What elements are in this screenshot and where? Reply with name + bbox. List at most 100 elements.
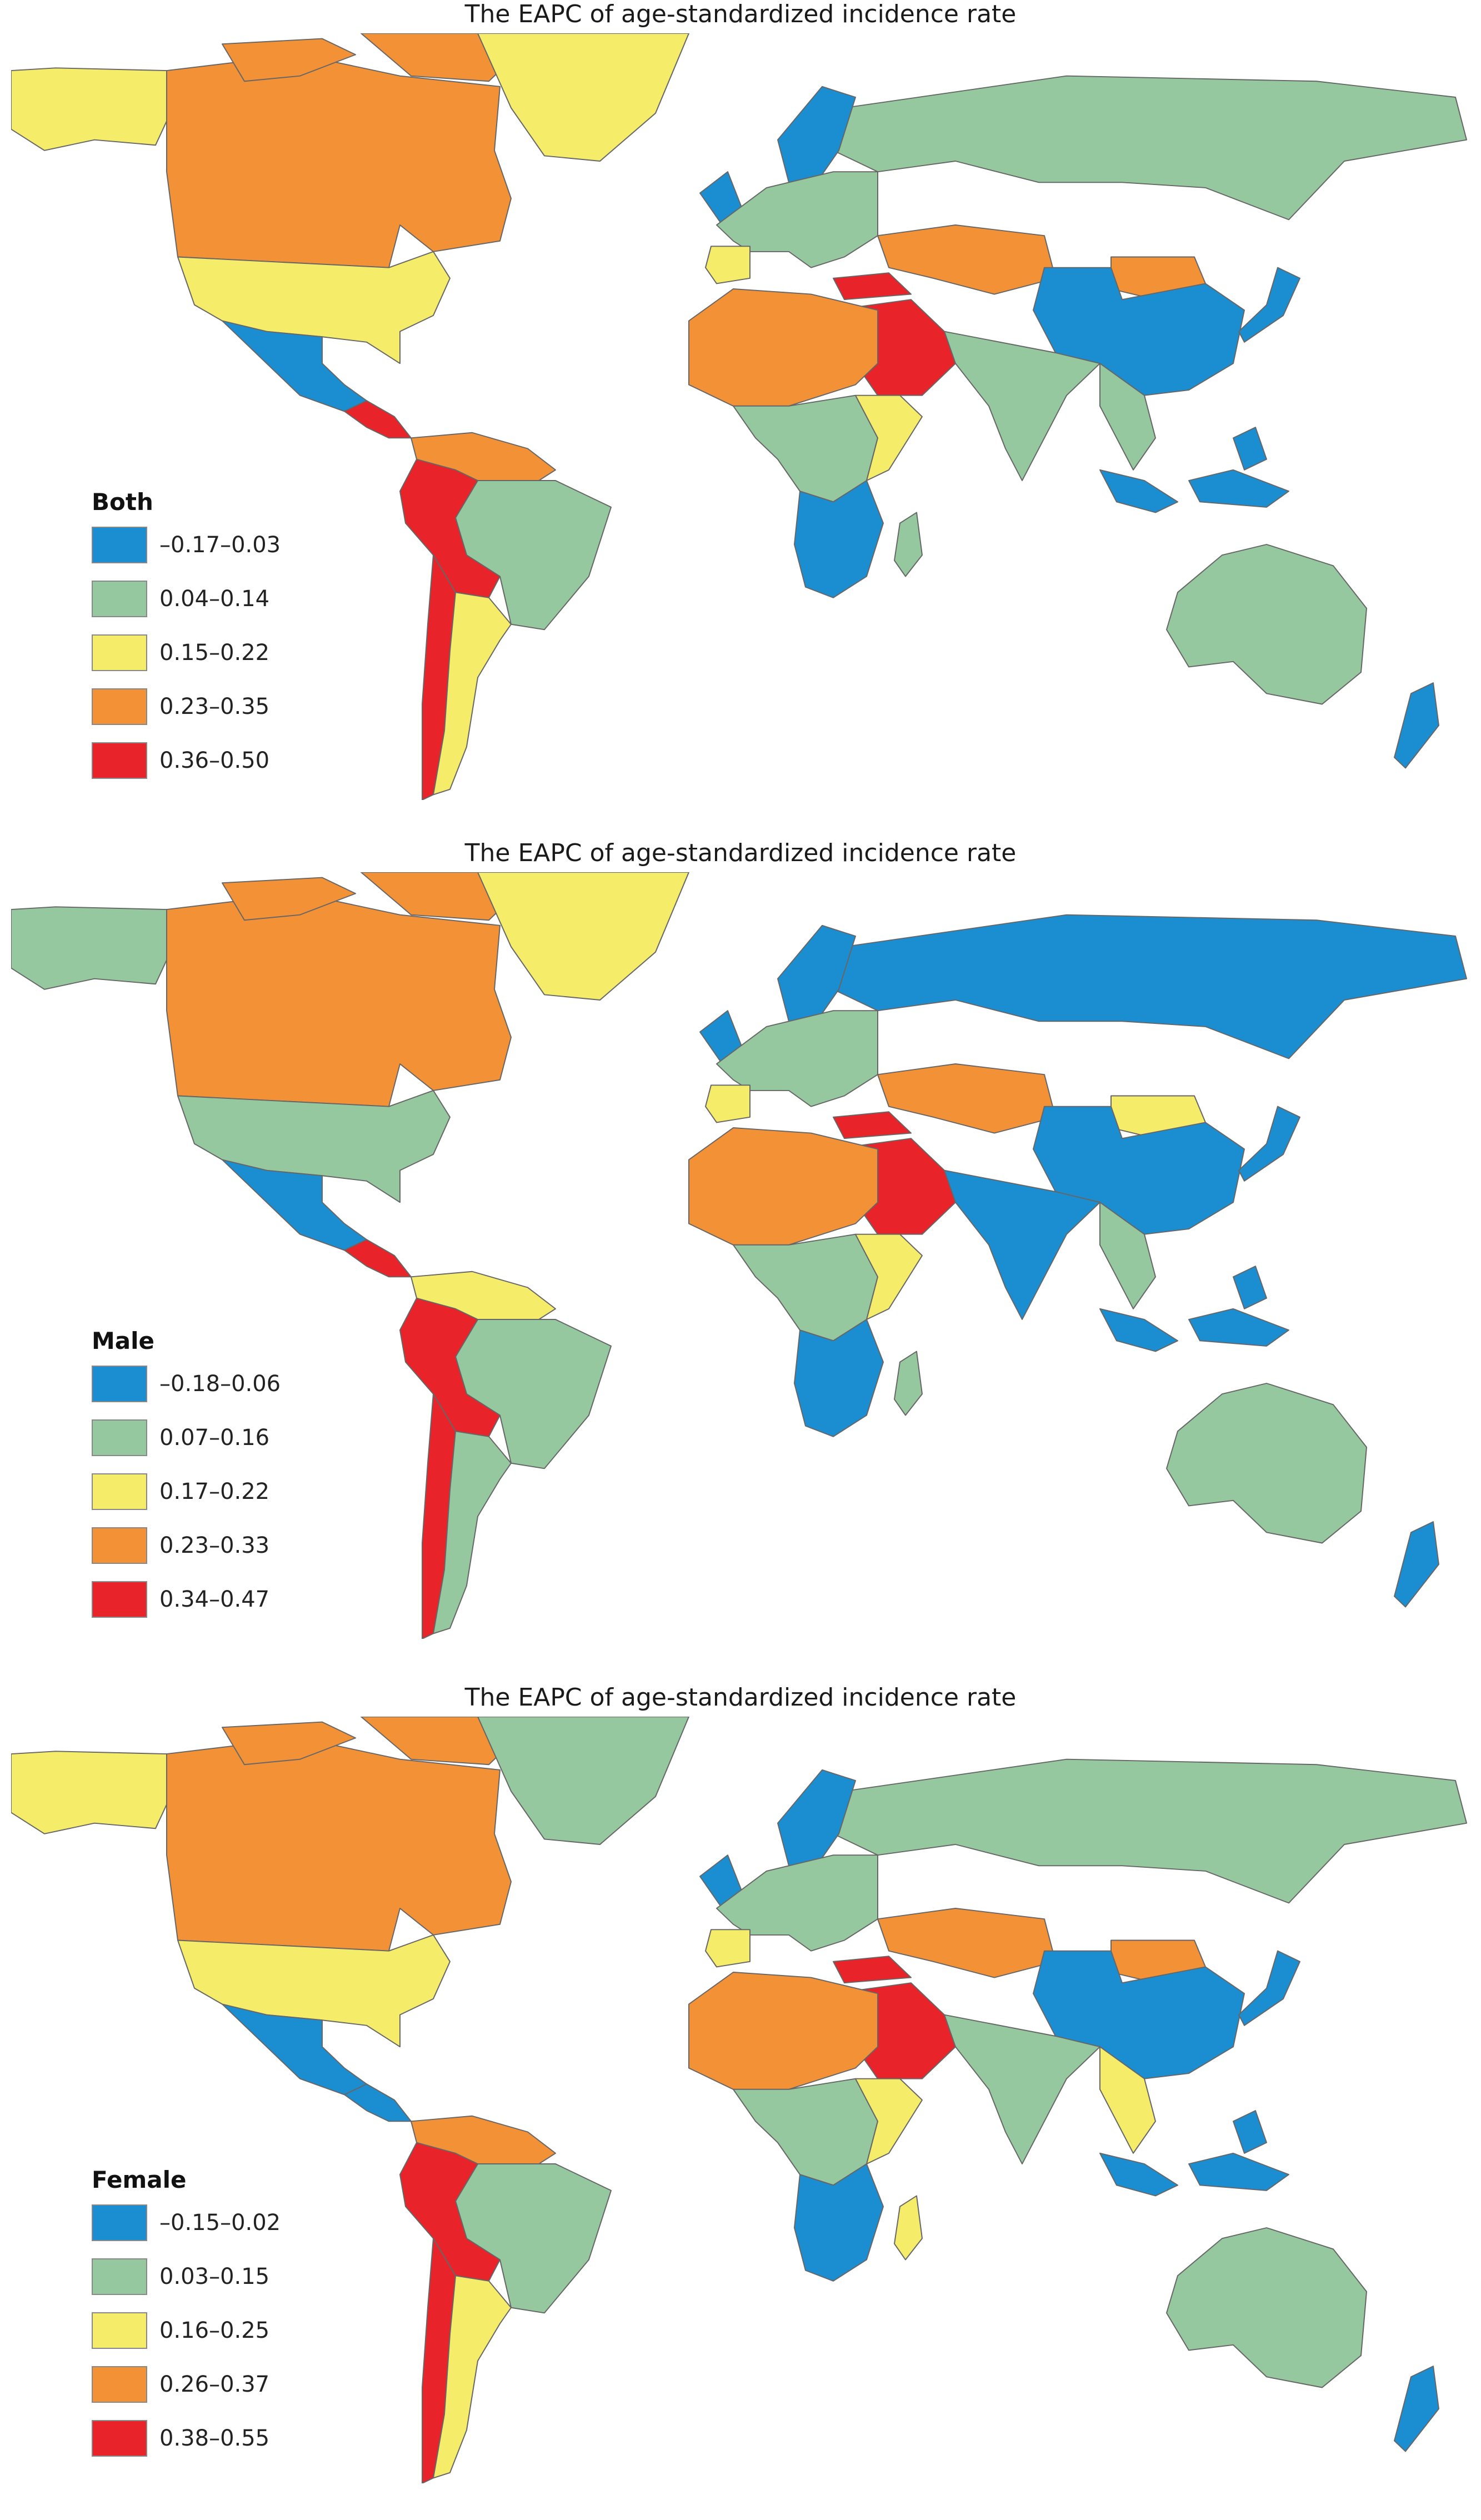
region-turkey <box>833 1956 912 1984</box>
legend-item: 0.04–0.14 <box>92 572 281 626</box>
region-east-africa <box>855 1233 923 1320</box>
legend-item: 0.23–0.35 <box>92 679 281 733</box>
legend-swatch <box>92 1419 147 1456</box>
legend: Female –0.15–0.02 0.03–0.15 0.16–0.25 0.… <box>92 2167 281 2465</box>
region-kazakhstan <box>877 224 1056 295</box>
legend: Male –0.18–0.06 0.07–0.16 0.17–0.22 0.23… <box>92 1328 281 1626</box>
region-north-africa <box>688 288 878 407</box>
region-china <box>1033 1106 1245 1235</box>
region-new-zealand <box>1394 1521 1439 1608</box>
legend-item: –0.18–0.06 <box>92 1357 281 1411</box>
region-australia <box>1166 1383 1367 1544</box>
region-china <box>1033 1950 1245 2079</box>
region-canada <box>166 893 512 1107</box>
legend-item: –0.15–0.02 <box>92 2196 281 2249</box>
region-turkey <box>833 272 912 301</box>
legend-title: Female <box>92 2166 187 2193</box>
region-peru-bolivia <box>399 1297 501 1437</box>
region-new-zealand <box>1394 2366 1439 2452</box>
region-canada <box>166 1737 512 1952</box>
region-russia <box>833 1758 1467 1904</box>
legend-label: –0.15–0.02 <box>159 2209 281 2236</box>
region-north-africa <box>688 1972 878 2090</box>
legend-item: 0.26–0.37 <box>92 2357 281 2411</box>
world-map <box>11 872 1467 1639</box>
region-east-africa <box>855 394 923 481</box>
region-se-asia <box>1099 1202 1156 1309</box>
region-argentina <box>433 592 512 796</box>
region-greenland <box>477 872 689 1001</box>
region-australia <box>1166 2227 1367 2388</box>
legend-label: 0.16–0.25 <box>159 2317 270 2343</box>
legend-label: 0.26–0.37 <box>159 2371 270 2397</box>
panel-title: The EAPC of age-standardized incidence r… <box>464 0 1017 28</box>
world-map <box>11 1717 1467 2483</box>
region-central-africa <box>733 1233 878 1342</box>
panel-title: The EAPC of age-standardized incidence r… <box>464 1683 1017 1712</box>
legend-item: 0.23–0.33 <box>92 1518 281 1572</box>
legend-swatch <box>92 1581 147 1618</box>
region-indonesia <box>1099 1266 1289 1352</box>
legend-label: 0.03–0.15 <box>159 2263 270 2289</box>
legend-swatch <box>92 1473 147 1510</box>
region-central-america <box>344 1239 412 1278</box>
legend-swatch <box>92 1365 147 1402</box>
legend-swatch <box>92 2312 147 2349</box>
region-peru-bolivia <box>399 2142 501 2282</box>
region-alaska <box>11 906 178 990</box>
region-russia <box>833 75 1467 221</box>
region-india <box>944 2014 1100 2164</box>
legend-item: –0.17–0.03 <box>92 518 281 572</box>
panel-both: The EAPC of age-standardized incidence r… <box>0 0 1481 837</box>
legend-label: 0.04–0.14 <box>159 586 270 612</box>
legend-label: –0.17–0.03 <box>159 532 281 558</box>
region-australia <box>1166 544 1367 705</box>
region-south-africa <box>794 1319 884 1437</box>
legend-label: 0.34–0.47 <box>159 1586 270 1612</box>
legend-swatch <box>92 634 147 671</box>
legend-swatch <box>92 2366 147 2403</box>
region-canada <box>166 54 512 268</box>
region-central-america <box>344 400 412 439</box>
region-russia <box>833 914 1467 1059</box>
region-central-america <box>344 2083 412 2122</box>
region-iberia <box>705 1084 750 1123</box>
legend-item: 0.34–0.47 <box>92 1572 281 1626</box>
region-kazakhstan <box>877 1063 1056 1134</box>
legend-item: 0.17–0.22 <box>92 1464 281 1518</box>
region-madagascar <box>894 1351 923 1416</box>
legend-label: 0.36–0.50 <box>159 747 270 773</box>
legend-swatch <box>92 2258 147 2295</box>
region-south-africa <box>794 480 884 598</box>
legend-label: 0.23–0.33 <box>159 1532 270 1558</box>
panel-female: The EAPC of age-standardized incidence r… <box>0 1683 1481 2520</box>
legend-label: 0.15–0.22 <box>159 639 270 666</box>
region-turkey <box>833 1111 912 1139</box>
legend-label: 0.17–0.22 <box>159 1478 270 1504</box>
legend-swatch <box>92 1527 147 1564</box>
region-india <box>944 331 1100 481</box>
legend-swatch <box>92 742 147 779</box>
legend-item: 0.36–0.50 <box>92 733 281 787</box>
legend-label: –0.18–0.06 <box>159 1371 281 1397</box>
legend-item: 0.16–0.25 <box>92 2303 281 2357</box>
region-east-africa <box>855 2078 923 2164</box>
region-madagascar <box>894 2195 923 2261</box>
legend-label: 0.07–0.16 <box>159 1424 270 1451</box>
region-greenland <box>477 33 689 162</box>
region-north-africa <box>688 1127 878 1246</box>
panel-male: The EAPC of age-standardized incidence r… <box>0 839 1481 1676</box>
region-central-africa <box>733 394 878 503</box>
legend-title: Male <box>92 1327 155 1354</box>
region-argentina <box>433 2275 512 2479</box>
region-indonesia <box>1099 2110 1289 2197</box>
region-kazakhstan <box>877 1908 1056 1978</box>
region-se-asia <box>1099 363 1156 471</box>
region-new-zealand <box>1394 682 1439 769</box>
legend-item: 0.38–0.55 <box>92 2411 281 2465</box>
region-greenland <box>477 1717 689 1845</box>
region-argentina <box>433 1431 512 1634</box>
region-alaska <box>11 67 178 151</box>
legend-swatch <box>92 580 147 617</box>
region-peru-bolivia <box>399 458 501 598</box>
